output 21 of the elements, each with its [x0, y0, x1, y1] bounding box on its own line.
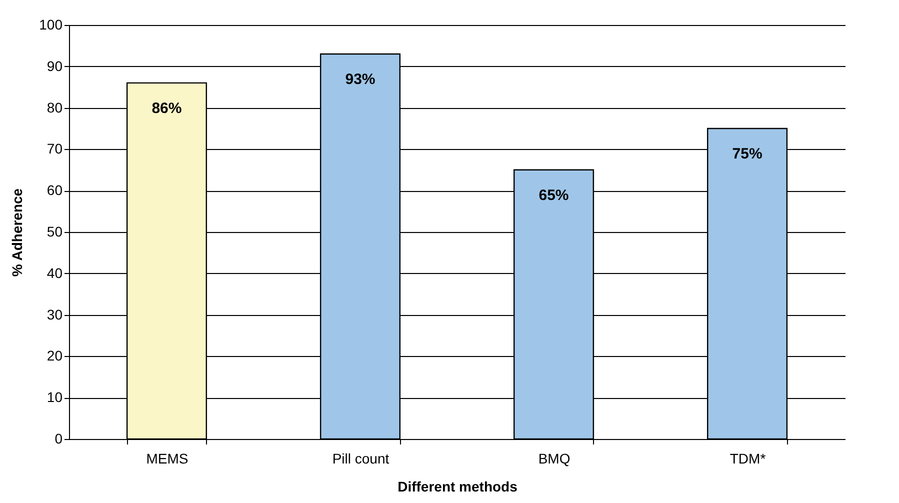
y-tick-label: 80	[46, 99, 63, 116]
y-tick-label: 30	[46, 306, 63, 322]
data-label: 75%	[732, 146, 762, 162]
data-label: 86%	[152, 100, 182, 117]
x-tick-label: BMQ	[538, 450, 570, 466]
y-tick-label: 70	[46, 140, 63, 157]
data-label: 65%	[538, 186, 569, 204]
x-axis-title: Different methods	[398, 478, 518, 494]
y-tick-label: 100	[39, 16, 63, 32]
x-tick-label: TDM*	[730, 450, 766, 466]
y-tick-label: 50	[46, 224, 63, 240]
y-tick-label: 0	[54, 430, 63, 446]
x-tick-label: Pill count	[332, 450, 390, 466]
y-tick-label: 20	[46, 348, 63, 364]
y-tick-label: 60	[46, 182, 63, 198]
y-tick-label: 10	[46, 389, 63, 406]
data-label: 93%	[345, 70, 376, 88]
y-tick-label: 40	[46, 264, 63, 281]
x-tick-label: MEMS	[146, 450, 188, 466]
y-tick-label: 90	[46, 58, 63, 74]
y-axis-title: % Adherence	[9, 188, 26, 277]
